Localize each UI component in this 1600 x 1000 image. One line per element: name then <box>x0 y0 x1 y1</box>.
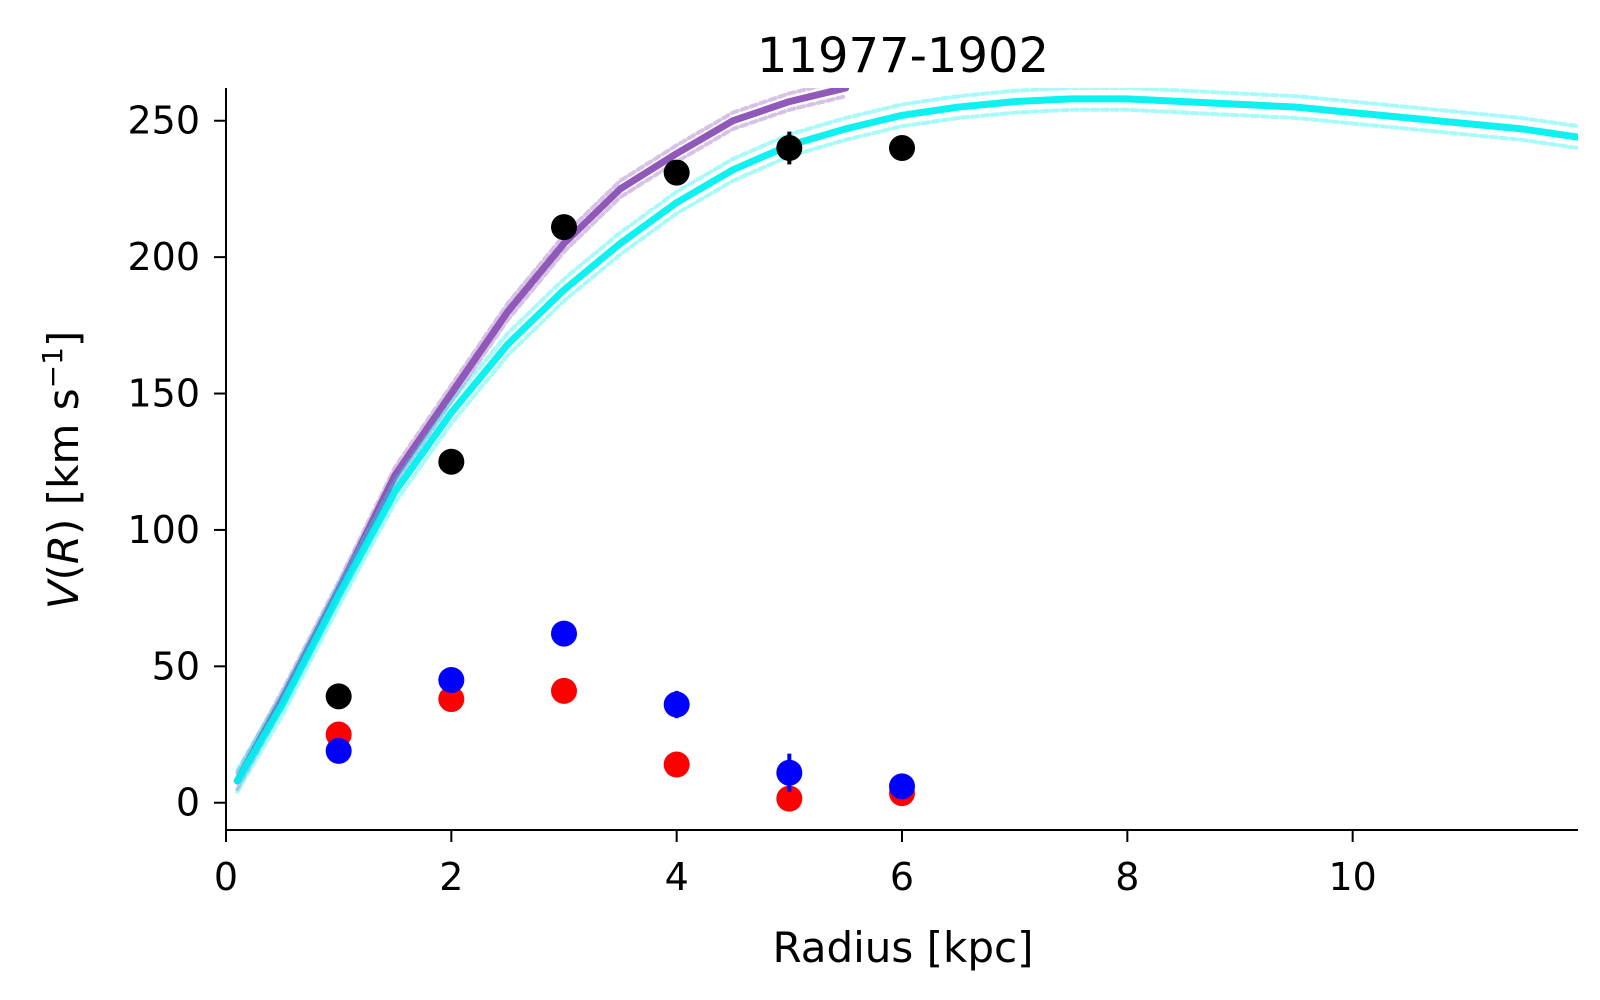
black_points-point-5 <box>889 135 915 162</box>
blue_points-point-0 <box>325 737 352 764</box>
blue_points-point-2 <box>551 620 577 647</box>
y-axis-label-var-v: V <box>39 577 88 609</box>
curve-purple_curve-line-2 <box>235 88 821 775</box>
y-tick-label-100: 100 <box>127 508 200 552</box>
curve-cyan_curve-line-2 <box>235 88 1578 772</box>
y-axis-label-unit: ) [km s <box>39 388 88 535</box>
black_points-point-1 <box>438 448 465 475</box>
x-tick-label-2: 2 <box>439 855 463 899</box>
blue_points-point-1 <box>438 666 465 693</box>
y-axis-label-sup: −1 <box>36 347 69 388</box>
black_points-point-4 <box>776 135 803 162</box>
series-red_points <box>325 677 915 812</box>
black_points-point-3 <box>663 159 690 186</box>
x-tick-label-6: 6 <box>890 855 914 899</box>
blue_points-point-4 <box>776 759 803 786</box>
y-axis-label-close: ] <box>39 331 88 347</box>
y-tick-label-0: 0 <box>176 781 200 825</box>
series-black_points <box>325 131 915 710</box>
curve-cyan_curve <box>233 88 1578 794</box>
model-curves <box>233 88 1578 794</box>
curve-purple_curve-line-0 <box>235 94 848 792</box>
red_points-point-4 <box>776 785 803 812</box>
y-tick-label-150: 150 <box>127 372 200 416</box>
series-blue_points <box>325 620 915 800</box>
black_points-point-0 <box>325 683 352 710</box>
blue_points-point-3 <box>663 691 690 718</box>
x-tick-label-0: 0 <box>214 855 238 899</box>
y-axis-label: V(R) [km s−1] <box>36 331 88 610</box>
chart-title: 11977-1902 <box>757 28 1049 84</box>
black_points-point-2 <box>551 214 577 241</box>
blue_points-point-5 <box>889 773 915 800</box>
x-axis-label: Radius [kpc] <box>772 923 1033 972</box>
curve-cyan_curve-line-1 <box>233 95 1578 785</box>
y-axis-label-open: ( <box>39 564 88 580</box>
y-axis-label-var-r: R <box>39 535 88 564</box>
y-tick-label-50: 50 <box>152 644 200 688</box>
y-tick-label-250: 250 <box>127 99 200 143</box>
x-tick-label-8: 8 <box>1115 855 1139 899</box>
red_points-point-3 <box>663 751 690 778</box>
curve-purple_curve-line-1 <box>233 88 850 785</box>
x-tick-label-4: 4 <box>665 855 689 899</box>
red_points-point-1 <box>438 686 465 713</box>
data-points <box>325 131 915 812</box>
x-tick-label-10: 10 <box>1328 855 1376 899</box>
curve-purple_curve <box>233 88 850 792</box>
y-tick-label-200: 200 <box>127 235 200 279</box>
red_points-point-2 <box>551 677 577 704</box>
curve-cyan_curve-line-0 <box>235 107 1578 794</box>
